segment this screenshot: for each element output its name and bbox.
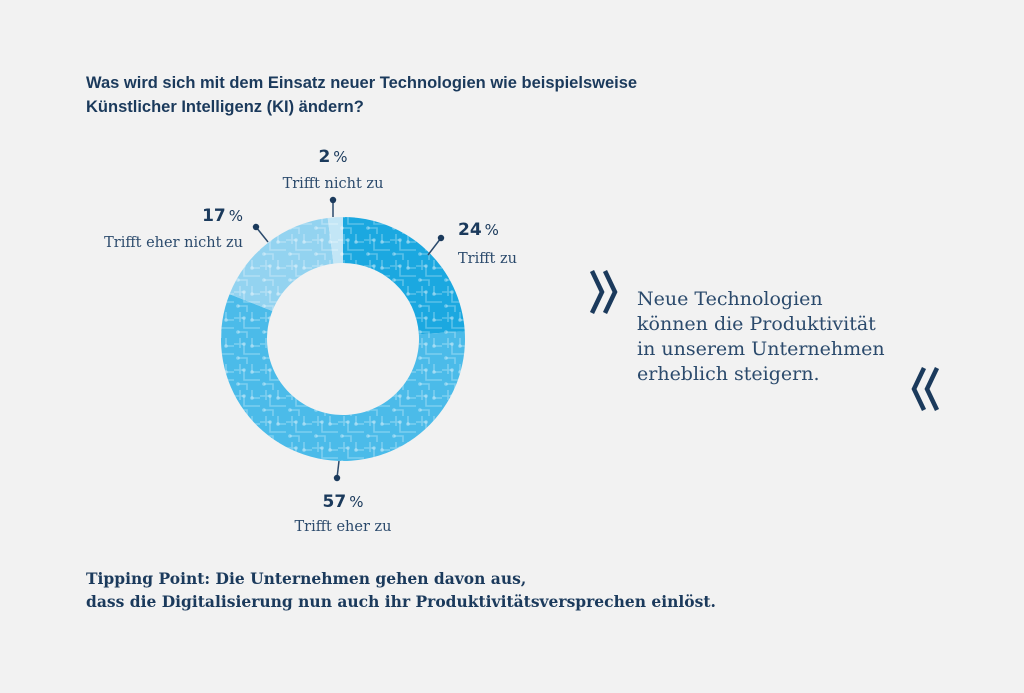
slice-category-label: Trifft zu (458, 251, 517, 267)
quote-line: erheblich steigern. (637, 363, 820, 385)
leader-dot (252, 223, 260, 231)
slice-percent-label: 24% (458, 220, 499, 240)
leader-dot (333, 474, 341, 482)
leader-dot (329, 196, 337, 204)
quote-line: in unserem Unternehmen (637, 338, 885, 360)
leader-dot (437, 234, 445, 242)
slice-category-label: Trifft eher zu (295, 519, 392, 535)
slice-texture (327, 217, 343, 264)
slice-category-label: Trifft nicht zu (283, 176, 384, 192)
tipping-line-2: dass die Digitalisierung nun auch ihr Pr… (86, 592, 716, 611)
slice-category-label: Trifft eher nicht zu (104, 235, 243, 251)
quote-line: Neue Technologien (637, 288, 823, 310)
slice-texture (343, 217, 465, 335)
quote-text: Neue Technologien können die Produktivit… (637, 287, 885, 387)
leader-line (427, 237, 442, 256)
question-line-2: Künstlicher Intelligenz (KI) ändern? (86, 98, 364, 116)
tipping-point-text: Tipping Point: Die Unternehmen gehen dav… (86, 567, 716, 613)
slice-texture (229, 217, 334, 312)
tipping-line-1: Tipping Point: Die Unternehmen gehen dav… (86, 569, 527, 588)
leader-line (255, 226, 269, 243)
slice-percent-label: 2% (318, 147, 347, 167)
double-chevron-right-icon (589, 270, 618, 314)
slice-percent-label: 57% (323, 492, 364, 512)
quote-line: können die Produktivität (637, 313, 876, 335)
question-line-1: Was wird sich mit dem Einsatz neuer Tech… (86, 74, 638, 92)
question-title: Was wird sich mit dem Einsatz neuer Tech… (86, 71, 637, 119)
double-chevron-left-icon (911, 367, 940, 411)
slice-texture (221, 294, 465, 462)
slice-percent-label: 17% (202, 206, 243, 226)
